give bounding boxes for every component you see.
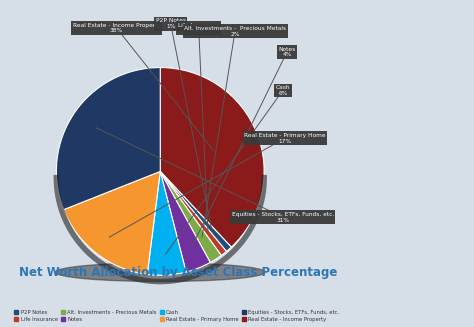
Ellipse shape [55, 263, 265, 282]
Text: Equities - Stocks, ETFs, Funds, etc.
31%: Equities - Stocks, ETFs, Funds, etc. 31% [96, 128, 334, 222]
Wedge shape [56, 67, 160, 210]
Wedge shape [160, 171, 227, 255]
Wedge shape [160, 67, 264, 247]
Text: Real Estate - Primary Home
17%: Real Estate - Primary Home 17% [109, 133, 326, 237]
Wedge shape [160, 171, 210, 272]
Text: P2P Notes
1%: P2P Notes 1% [155, 19, 212, 230]
Wedge shape [147, 171, 186, 275]
Text: Cash
6%: Cash 6% [165, 85, 290, 254]
Wedge shape [160, 171, 231, 251]
Text: Net Worth Allocation by Asset Class Percentage: Net Worth Allocation by Asset Class Perc… [19, 266, 337, 279]
Wedge shape [64, 171, 160, 274]
Text: Real Estate - Income Property
38%: Real Estate - Income Property 38% [73, 23, 213, 150]
Legend: P2P Notes, Life Insurance, Alt. Investments - Precious Metals, Notes, Cash, Real: P2P Notes, Life Insurance, Alt. Investme… [12, 307, 342, 324]
Text: Alt. Investments -  Precious Metals
2%: Alt. Investments - Precious Metals 2% [184, 26, 286, 237]
Text: Notes
4%: Notes 4% [191, 46, 296, 249]
Wedge shape [160, 171, 221, 263]
Text: Life Insurance
1%: Life Insurance 1% [178, 23, 219, 233]
